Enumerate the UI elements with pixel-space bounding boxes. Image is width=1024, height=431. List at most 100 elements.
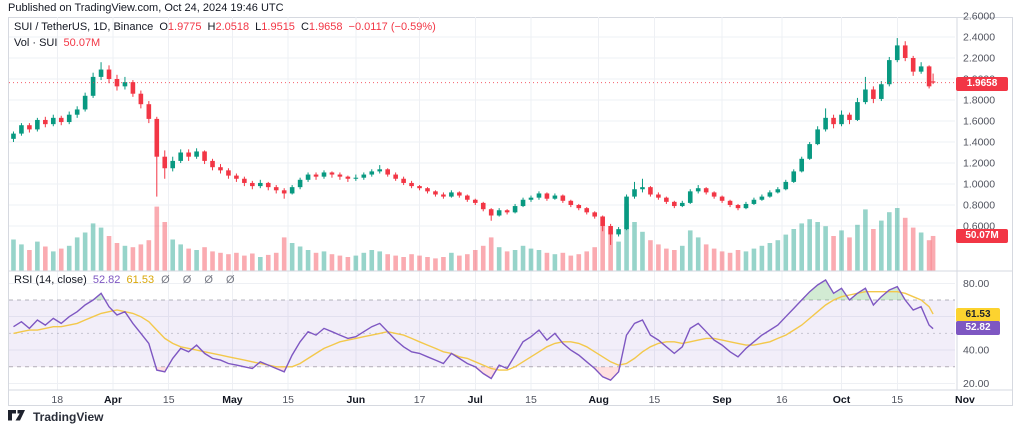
volume-bar — [679, 245, 685, 271]
volume-bar — [106, 236, 112, 271]
candle-body — [194, 151, 199, 157]
candle-body — [823, 117, 828, 130]
chart-frame — [8, 17, 1013, 406]
candle-body — [417, 186, 422, 189]
candle-body — [250, 182, 255, 187]
volume-bar — [504, 251, 510, 271]
rsi-title: RSI (14, close) — [14, 274, 87, 286]
candle-body — [552, 195, 558, 199]
price-tick-label: 1.0000 — [963, 179, 995, 191]
candle-body — [457, 192, 462, 196]
volume-bar — [496, 247, 502, 271]
volume-bar — [879, 220, 884, 271]
volume-bar — [632, 222, 637, 271]
candle-body — [98, 69, 104, 77]
volume-bar — [417, 255, 422, 271]
volume-bar — [43, 246, 48, 271]
candle-body — [879, 84, 884, 99]
rsi-value: 52.82 — [92, 274, 121, 286]
rsi-line — [13, 279, 934, 382]
volume-bar — [855, 224, 860, 271]
candle-body — [122, 82, 128, 87]
candle-body — [257, 182, 263, 187]
volume-bar — [146, 240, 152, 271]
volume-bar — [807, 219, 812, 271]
volume-bar — [433, 258, 438, 271]
volume-bar — [170, 239, 176, 271]
volume-bar — [536, 250, 542, 271]
volume-bar — [751, 248, 757, 271]
rsi-tick-label: 80.00 — [963, 278, 989, 290]
candle-body — [886, 60, 892, 85]
time-tick-label: Apr — [104, 394, 122, 406]
volume-bar — [210, 251, 215, 271]
volume-bar — [345, 257, 351, 271]
time-tick-label: Oct — [833, 394, 851, 406]
time-tick-label: 18 — [51, 394, 63, 406]
price-tick-label: 2.4000 — [963, 32, 995, 44]
candle-body — [297, 179, 303, 188]
candle-body — [767, 192, 773, 197]
time-tick-label: Jul — [468, 394, 483, 406]
candle-body — [281, 190, 287, 194]
candle-body — [815, 129, 820, 145]
candle-body — [727, 200, 733, 205]
time-tick-label: 15 — [282, 394, 294, 406]
candle-body — [536, 193, 542, 198]
volume-bar — [528, 248, 534, 271]
volume-bar — [369, 250, 375, 271]
candle-body — [393, 174, 398, 179]
rsi-ma-badge: 61.53 — [956, 308, 1000, 322]
candle-body — [273, 187, 279, 191]
candle-body — [584, 208, 590, 213]
volume-bar — [488, 237, 494, 271]
volume-bar — [648, 240, 653, 271]
candle-body — [711, 192, 717, 197]
volume-bar — [465, 254, 470, 271]
volume-bar — [441, 257, 446, 271]
volume-bar — [250, 253, 255, 271]
candle-body — [759, 196, 765, 200]
last-volume-badge: 50.07M — [956, 229, 1008, 243]
ohlc-open-label: O — [159, 21, 168, 33]
price-tick-label: 1.8000 — [963, 95, 995, 107]
last-price-badge: 1.9658 — [956, 77, 1008, 91]
candle-body — [361, 174, 367, 178]
candle-body — [656, 194, 661, 198]
candle-body — [679, 202, 685, 207]
volume-bar — [743, 251, 749, 271]
time-tick-label: 15 — [649, 394, 661, 406]
candle-body — [902, 45, 908, 58]
candle-body — [130, 82, 136, 94]
volume-bar — [886, 212, 892, 271]
volume-bar — [727, 252, 733, 271]
volume-bar — [640, 231, 645, 271]
volume-bar — [472, 250, 478, 271]
rsi-legend: RSI (14, close) 52.82 61.53 Ø Ø Ø Ø — [14, 274, 240, 286]
candle-body — [831, 117, 836, 125]
volume-bar — [281, 237, 287, 271]
candle-body — [863, 89, 868, 103]
time-tick-label: Sep — [712, 394, 731, 406]
volume-bar — [122, 245, 128, 271]
volume-bar — [839, 230, 844, 271]
volume-bar — [178, 244, 183, 271]
volume-bar — [234, 252, 239, 271]
candle-body — [50, 117, 56, 125]
volume-bar — [926, 240, 932, 271]
volume-bar — [401, 257, 406, 271]
tradingview-attribution[interactable]: TradingView — [8, 410, 103, 424]
candle-body — [234, 175, 239, 179]
volume-bar — [576, 254, 582, 271]
candle-body — [162, 156, 168, 169]
time-tick-label: Jun — [347, 394, 366, 406]
candle-body — [592, 212, 598, 217]
volume-bar — [592, 247, 598, 271]
rsi-badge: 52.82 — [956, 321, 1000, 335]
time-tick-label: 15 — [525, 394, 537, 406]
candle-body — [687, 191, 693, 203]
candle-body — [401, 178, 406, 183]
candle-body — [783, 181, 789, 190]
candle-body — [58, 117, 64, 123]
candle-body — [114, 79, 120, 87]
